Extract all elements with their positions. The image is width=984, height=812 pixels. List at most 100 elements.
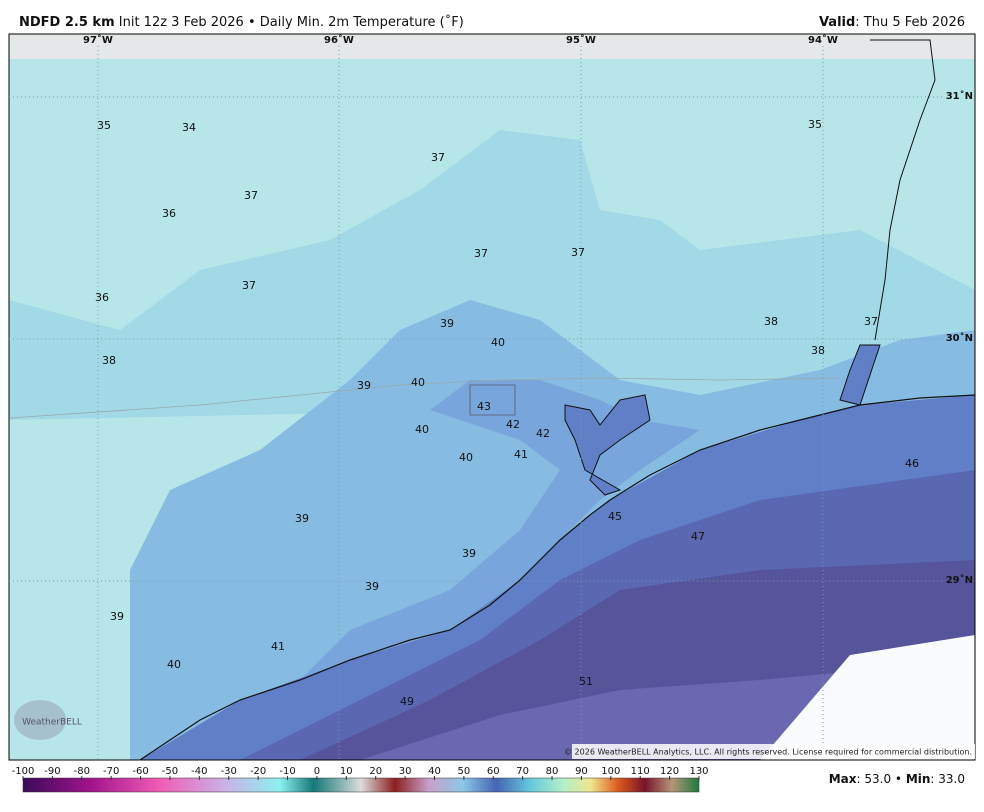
colorbar-label: 130 xyxy=(689,766,708,777)
colorbar-label: -50 xyxy=(162,766,178,777)
zone xyxy=(9,130,975,420)
colorbar-label: 10 xyxy=(340,766,353,777)
station-value: 49 xyxy=(400,695,414,708)
station-value: 36 xyxy=(95,291,109,304)
separator: • xyxy=(895,772,902,786)
longitude-label: 94˚W xyxy=(808,34,838,46)
border xyxy=(469,384,516,416)
graticule: 97˚W 96˚W 95˚W 94˚W 31˚N 30˚N 29˚N xyxy=(9,34,973,760)
station-value: 39 xyxy=(295,512,309,525)
station-value: 37 xyxy=(474,247,488,260)
longitude-label: 95˚W xyxy=(566,34,596,46)
zone xyxy=(760,635,975,760)
colorbar-label: -20 xyxy=(250,766,266,777)
lake xyxy=(839,344,881,406)
bay xyxy=(564,394,651,496)
colorbar-label: 80 xyxy=(546,766,559,777)
logo: WeatherBELL xyxy=(22,718,82,728)
max-value: : 53.0 xyxy=(857,772,892,786)
valid: Valid: Thu 5 Feb 2026 xyxy=(819,15,965,30)
copyright: © 2026 WeatherBELL Analytics, LLC. All r… xyxy=(564,748,972,757)
min-value: : 33.0 xyxy=(930,772,965,786)
stations: 35 34 37 35 37 36 37 37 36 37 39 40 38 37 38 38 39 40 43 42… xyxy=(95,118,919,708)
station-value: 47 xyxy=(691,530,705,543)
station-value: 41 xyxy=(271,640,285,653)
station-value: 37 xyxy=(244,189,258,202)
map: 97˚W 96˚W 95˚W 94˚W31˚N30˚N29˚N 35 343735373… xyxy=(8,33,976,761)
header-title: NDFD 2.5 km Init 12z 3 Feb 2026 • Daily … xyxy=(19,14,464,30)
model: NDFD 2.5 km xyxy=(19,15,115,30)
colorbar-label: 120 xyxy=(660,766,679,777)
station-value: 39 xyxy=(462,547,476,560)
latitude-label: 29˚N xyxy=(946,574,973,586)
colorbar-label: 20 xyxy=(369,766,382,777)
station-value: 40 xyxy=(459,451,473,464)
station-value: 37 xyxy=(431,151,445,164)
colorbar-label: 50 xyxy=(458,766,471,777)
station-value: 42 xyxy=(506,418,520,431)
station-value: 38 xyxy=(102,354,116,367)
colorbar-label: 40 xyxy=(428,766,441,777)
station-value: 46 xyxy=(905,457,919,470)
station-value: 37 xyxy=(571,246,585,259)
station-value: 43 xyxy=(477,400,491,413)
station-value: 35 xyxy=(97,119,111,132)
min-label: Min xyxy=(906,772,931,786)
station-value: 39 xyxy=(357,379,371,392)
valid-label: Valid xyxy=(819,15,855,30)
copyright-bg xyxy=(572,744,975,759)
station-value: 36 xyxy=(162,207,176,220)
colorbar-label: 110 xyxy=(631,766,650,777)
colorbar-label: -10 xyxy=(279,766,295,777)
coastline xyxy=(139,394,975,760)
colorbar-label: 70 xyxy=(516,766,529,777)
station-value: 37 xyxy=(242,279,256,292)
station-value: 38 xyxy=(764,315,778,328)
map-frame xyxy=(8,33,976,761)
colorbar-label: 100 xyxy=(601,766,620,777)
valid-date: : Thu 5 Feb 2026 xyxy=(855,15,965,30)
colorbar-label: 60 xyxy=(487,766,500,777)
latitude-label: 30˚N xyxy=(946,332,973,344)
init: Init 12z 3 Feb 2026 xyxy=(119,15,244,30)
station-value: 37 xyxy=(864,315,878,328)
colorbar-label: -60 xyxy=(132,766,148,777)
border xyxy=(9,377,841,419)
station-value: 35 xyxy=(808,118,822,131)
colorbar-label: -30 xyxy=(221,766,237,777)
station-value: 40 xyxy=(491,336,505,349)
colorbar-label: -70 xyxy=(103,766,119,777)
station-value: 42 xyxy=(536,427,550,440)
station-value: 34 xyxy=(182,121,196,134)
colorbar-label: -90 xyxy=(44,766,60,777)
station-value: 39 xyxy=(365,580,379,593)
longitude-label: 97˚W xyxy=(83,34,113,46)
station-value: 38 xyxy=(811,344,825,357)
station-value: 40 xyxy=(167,658,181,671)
station-value: 40 xyxy=(411,376,425,389)
colorbar-label: -80 xyxy=(74,766,90,777)
latitude-label: 31˚N xyxy=(946,90,973,102)
colorbar-label: 0 xyxy=(314,766,320,777)
river xyxy=(870,39,936,341)
colorbar-scale xyxy=(22,777,700,793)
station-value: 40 xyxy=(415,423,429,436)
logo-mark xyxy=(14,700,66,740)
station-value: 51 xyxy=(579,675,593,688)
zone xyxy=(9,34,975,59)
colorbar-label: 30 xyxy=(399,766,412,777)
station-value: 39 xyxy=(440,317,454,330)
longitude-label: 96˚W xyxy=(324,34,354,46)
product: Daily Min. 2m Temperature (˚F) xyxy=(260,14,464,30)
separator: • xyxy=(248,15,256,30)
colorbar-label: -40 xyxy=(191,766,207,777)
colorbar-label: 90 xyxy=(575,766,588,777)
colorbar-label: -100 xyxy=(12,766,35,777)
colorbar: -100 -90 -80 -70 -60 -50 -40 -30 -20 -10 0 10 20 30 40… xyxy=(12,766,709,793)
station-value: 45 xyxy=(608,510,622,523)
station-value: 41 xyxy=(514,448,528,461)
max-min: Max: 53.0 • Min: 33.0 xyxy=(829,772,965,786)
station-value: 39 xyxy=(110,610,124,623)
max-label: Max xyxy=(829,772,857,786)
